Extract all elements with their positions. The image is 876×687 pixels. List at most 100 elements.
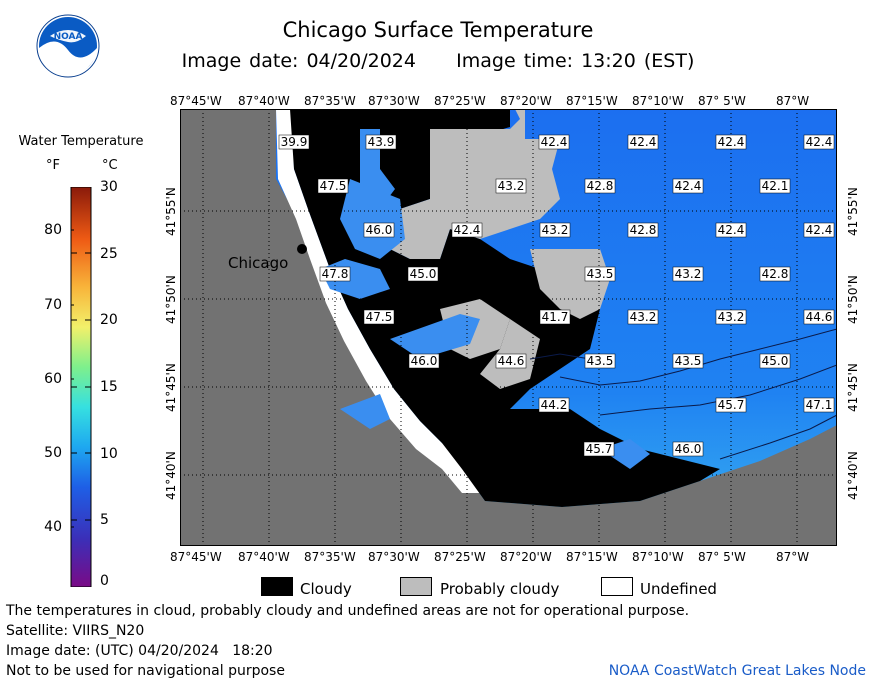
temp-label: 43.2	[715, 309, 747, 325]
svg-text:42.4: 42.4	[806, 223, 833, 237]
land	[180, 109, 837, 546]
svg-text:39.9: 39.9	[281, 135, 308, 149]
svg-text:42.8: 42.8	[587, 179, 614, 193]
map-frame	[180, 109, 837, 546]
temp-label: 43.2	[495, 178, 527, 194]
scale-tick-f: 40	[44, 519, 62, 535]
temp-label: 47.5	[317, 178, 349, 194]
scale-tick-c: 20	[100, 312, 118, 328]
lat-label: 41°45'N	[164, 363, 178, 412]
svg-text:44.6: 44.6	[806, 310, 833, 324]
lat-label: 41°40'N	[846, 451, 860, 500]
svg-text:42.8: 42.8	[630, 223, 657, 237]
temp-label: 42.4	[451, 222, 483, 238]
temp-label: 44.6	[803, 309, 835, 325]
temp-label: 42.4	[627, 134, 659, 150]
svg-text:42.1: 42.1	[762, 179, 789, 193]
temp-label: 47.1	[803, 397, 835, 413]
unit-celsius: °C	[102, 158, 118, 173]
unit-fahrenheit: °F	[46, 158, 60, 173]
svg-text:43.2: 43.2	[630, 310, 657, 324]
svg-text:41.7: 41.7	[542, 310, 569, 324]
temp-label: 45.7	[583, 441, 615, 457]
lon-label: 87°40'W	[238, 94, 290, 108]
key-cloudy-label: Cloudy	[300, 580, 352, 598]
svg-text:47.5: 47.5	[366, 310, 393, 324]
coastwatch-node-link[interactable]: NOAA CoastWatch Great Lakes Node	[608, 663, 866, 679]
temp-label: 42.1	[759, 178, 791, 194]
lon-label: 87°10'W	[632, 550, 684, 564]
temp-label: 46.0	[408, 353, 440, 369]
key-probably-cloudy-swatch	[400, 577, 432, 596]
temp-label: 45.0	[759, 353, 791, 369]
svg-text:43.9: 43.9	[368, 135, 395, 149]
svg-text:44.6: 44.6	[498, 354, 525, 368]
lat-label: 41°55'N	[846, 187, 860, 236]
lat-label: 41°50'N	[164, 275, 178, 324]
lon-label: 87°35'W	[304, 550, 356, 564]
lon-label: 87°35'W	[304, 94, 356, 108]
utc-date-text: Image date: (UTC) 04/20/2024 18:20	[6, 643, 273, 659]
svg-text:43.2: 43.2	[542, 223, 569, 237]
water-patch	[340, 179, 405, 259]
svg-text:43.5: 43.5	[587, 354, 614, 368]
lon-label: 87°25'W	[434, 550, 486, 564]
city-label-chicago: Chicago	[228, 254, 289, 272]
temp-label: 45.7	[715, 397, 747, 413]
temp-label: 43.5	[584, 353, 616, 369]
scale-tick-c: 30	[100, 179, 118, 195]
lon-label: 87°15'W	[566, 550, 618, 564]
lon-label: 87°W	[776, 94, 810, 108]
lon-label: 87°30'W	[368, 94, 420, 108]
probably-cloudy-area	[530, 249, 610, 319]
temp-label: 43.2	[627, 309, 659, 325]
temperature-map: 39.9 43.9 42.4 42.4 42.4 42.4 47.5 43.2 …	[180, 109, 838, 550]
temp-label: 42.8	[584, 178, 616, 194]
svg-text:45.0: 45.0	[762, 354, 789, 368]
scale-tick-c: 15	[100, 379, 118, 395]
image-datetime: Image date: 04/20/2024 Image time: 13:20…	[181, 50, 695, 72]
svg-text:43.5: 43.5	[675, 354, 702, 368]
key-undefined-swatch	[601, 577, 633, 596]
svg-text:45.7: 45.7	[586, 442, 613, 456]
temp-label: 43.5	[584, 266, 616, 282]
temp-label: 46.0	[672, 441, 704, 457]
svg-text:42.4: 42.4	[806, 135, 833, 149]
temp-label: 43.2	[672, 266, 704, 282]
key-undefined-label: Undefined	[640, 580, 717, 598]
lon-label: 87° 5'W	[698, 94, 746, 108]
svg-text:45.7: 45.7	[718, 398, 745, 412]
temp-label: 42.8	[759, 266, 791, 282]
temp-label: 47.8	[319, 266, 351, 282]
lon-label: 87°45'W	[170, 550, 222, 564]
temp-label: 47.5	[363, 309, 395, 325]
temp-label: 45.0	[407, 266, 439, 282]
svg-text:42.4: 42.4	[718, 135, 745, 149]
temp-label: 41.7	[539, 309, 571, 325]
svg-text:42.8: 42.8	[762, 267, 789, 281]
temperature-color-scale	[70, 186, 92, 588]
temp-label: 39.9	[278, 134, 310, 150]
scale-tick-f: 80	[44, 222, 62, 238]
svg-text:42.4: 42.4	[630, 135, 657, 149]
lat-label: 41°45'N	[846, 363, 860, 412]
temp-label: 44.6	[495, 353, 527, 369]
page-title: Chicago Surface Temperature	[282, 18, 594, 42]
scale-tick-f: 50	[44, 445, 62, 461]
temperature-labels: 39.9 43.9 42.4 42.4 42.4 42.4 47.5 43.2 …	[278, 134, 835, 457]
satellite-text: Satellite: VIIRS_N20	[6, 623, 145, 639]
key-probably-cloudy-label: Probably cloudy	[440, 580, 560, 598]
lon-label: 87°25'W	[434, 94, 486, 108]
svg-text:43.5: 43.5	[587, 267, 614, 281]
svg-text:42.4: 42.4	[454, 223, 481, 237]
scale-tick-c: 10	[100, 446, 118, 462]
key-cloudy-swatch	[261, 577, 293, 596]
svg-text:47.8: 47.8	[322, 267, 349, 281]
svg-text:43.2: 43.2	[675, 267, 702, 281]
temp-label: 42.8	[627, 222, 659, 238]
scale-tick-c: 0	[100, 573, 109, 589]
svg-text:45.0: 45.0	[410, 267, 437, 281]
svg-text:44.2: 44.2	[541, 398, 568, 412]
lon-label: 87°40'W	[238, 550, 290, 564]
temp-label: 43.2	[539, 222, 571, 238]
